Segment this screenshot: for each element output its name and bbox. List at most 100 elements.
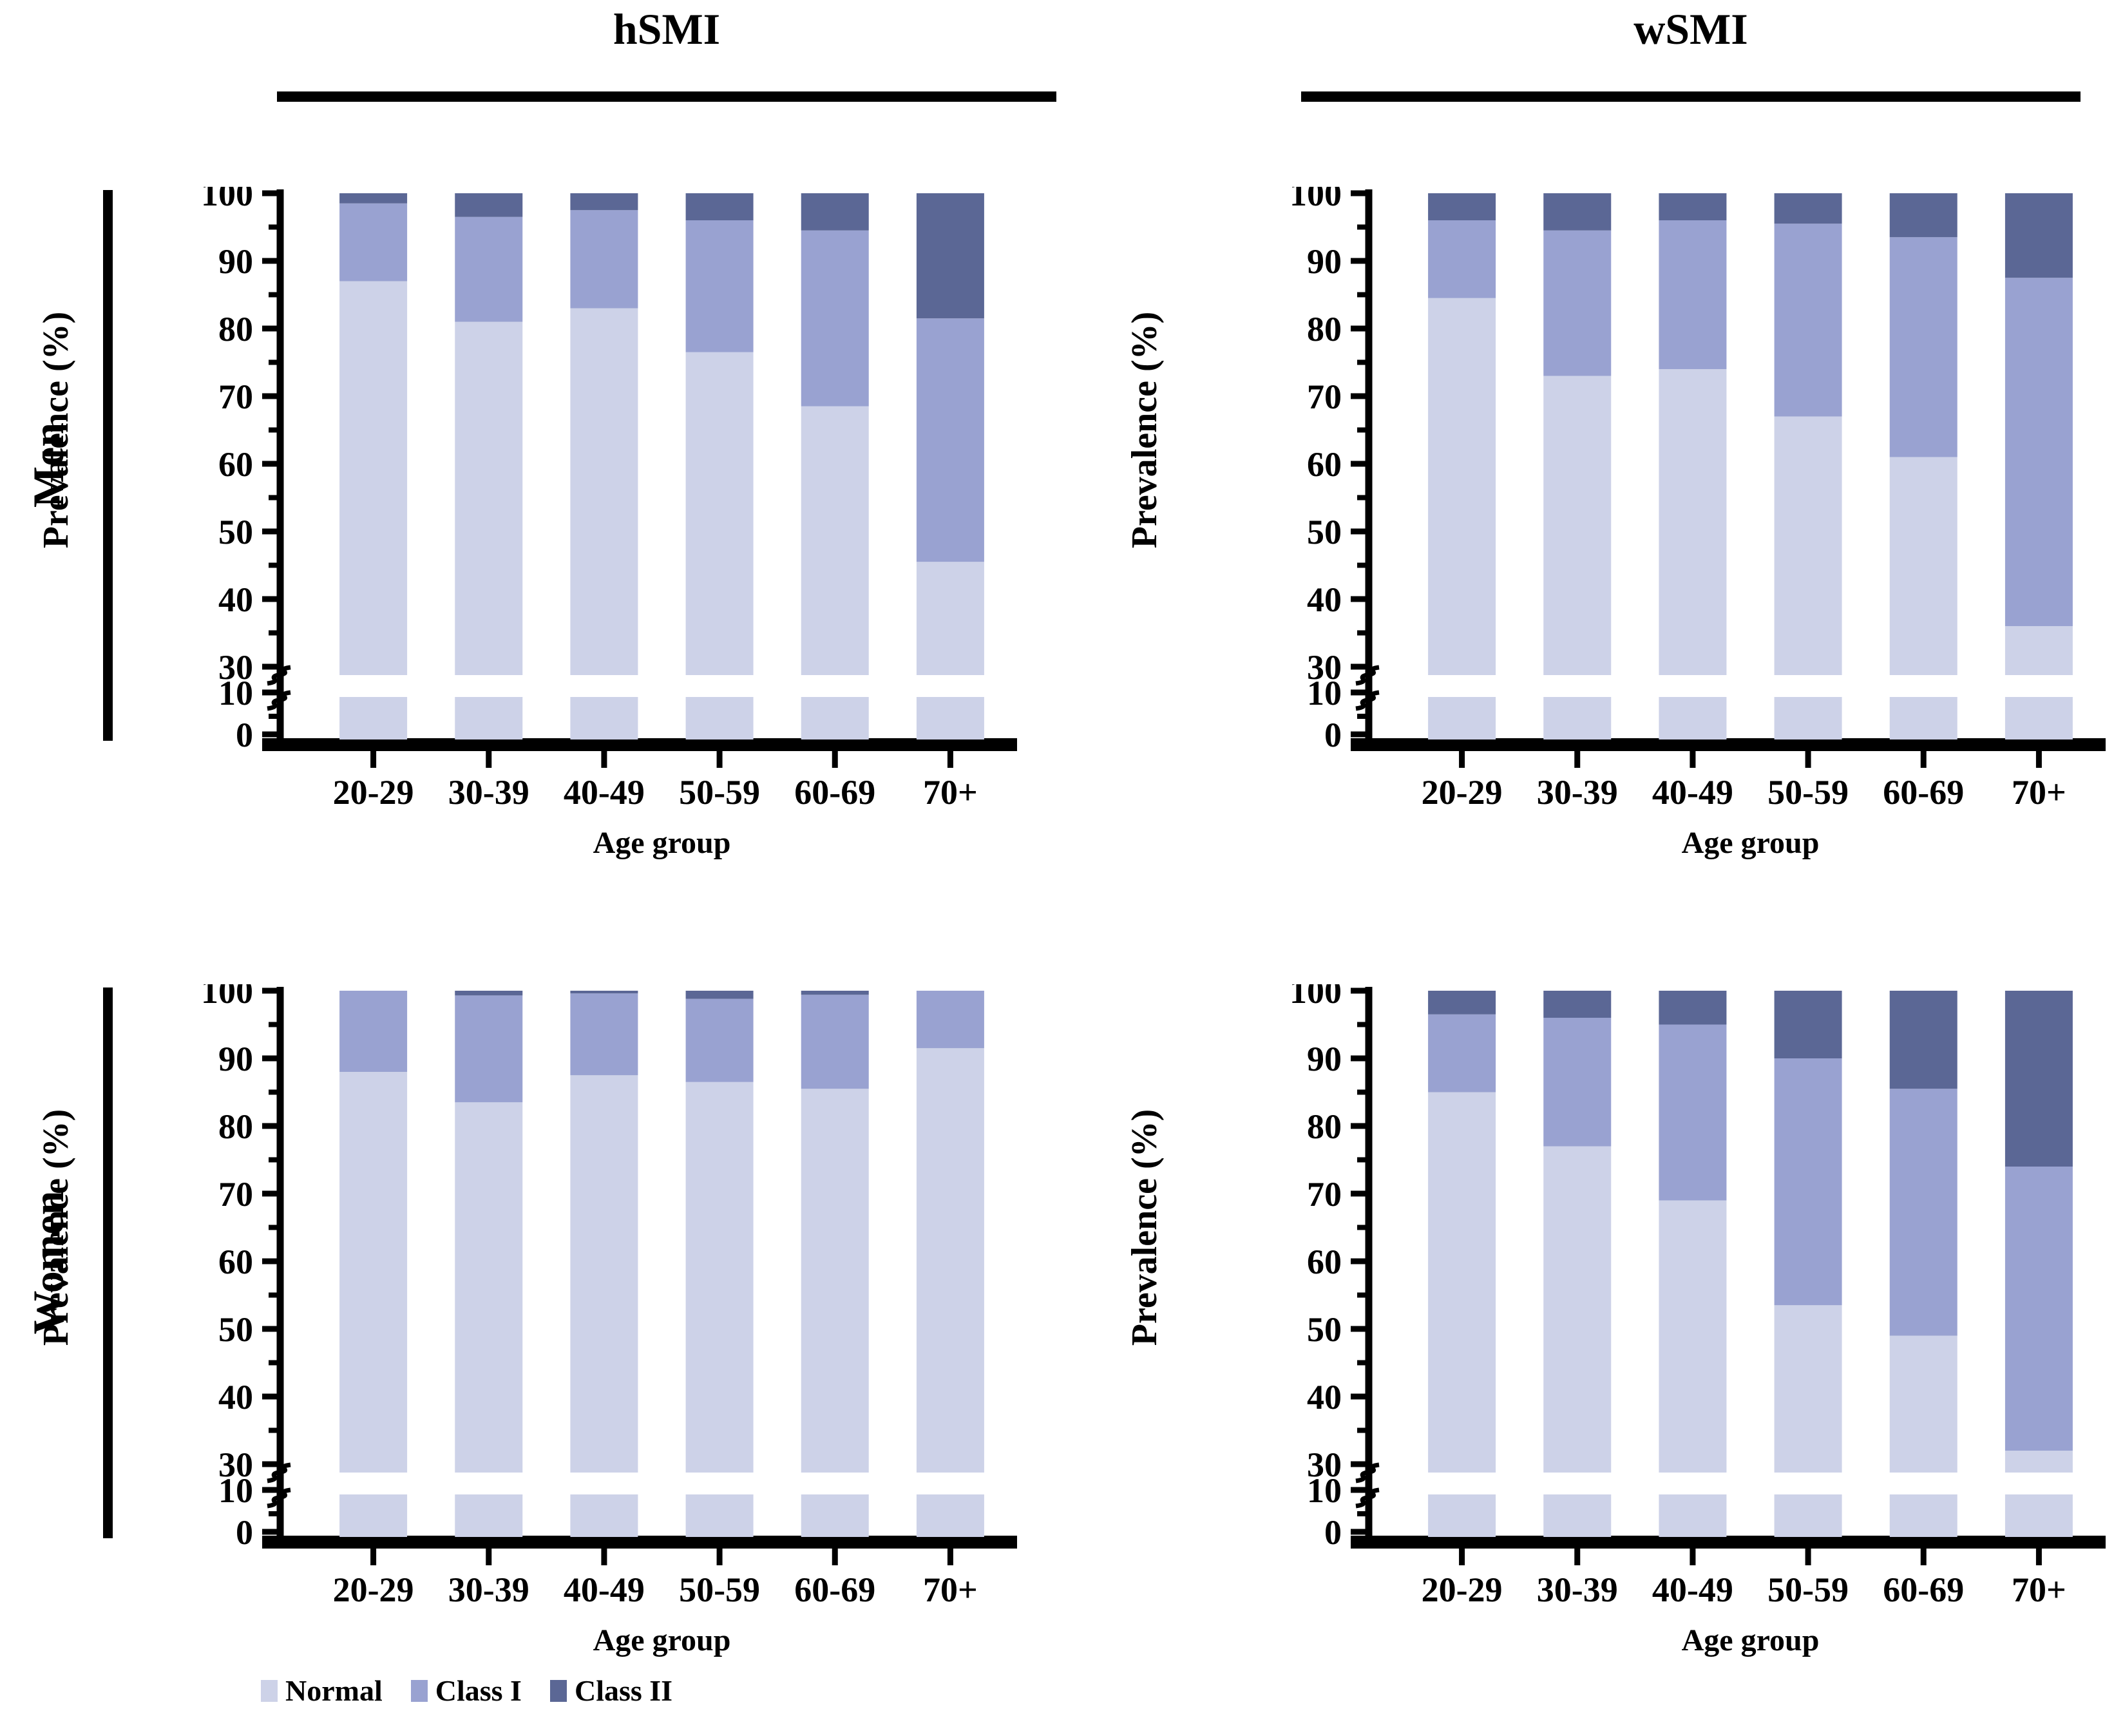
bar-stub-below-break [1428, 1494, 1496, 1537]
y-tick-label: 40 [1307, 580, 1342, 619]
bar-segment-class2 [570, 193, 638, 211]
bar-segment-class1 [916, 318, 984, 562]
bar-segment-class2 [1774, 193, 1842, 224]
y-tick-label: 30 [218, 1445, 253, 1484]
bar-segment-class1 [1659, 1024, 1727, 1201]
bar-stub-below-break [801, 1494, 869, 1537]
y-tick-label: 10 [218, 1471, 253, 1510]
bar-segment-normal [916, 562, 984, 675]
bar-stub-below-break [570, 1494, 638, 1537]
y-tick-label: 40 [1307, 1378, 1342, 1416]
legend-swatch-class2 [549, 1679, 567, 1702]
y-tick-label: 40 [218, 580, 253, 619]
bar-segment-class1 [1889, 1089, 1957, 1336]
bar-segment-class1 [1543, 230, 1612, 376]
x-tick-label: 60-69 [1883, 773, 1964, 812]
x-tick-label: 60-69 [794, 1570, 875, 1609]
bar-segment-normal [455, 321, 523, 675]
bar-segment-class1 [455, 995, 523, 1103]
bar-stub-below-break [1774, 1494, 1842, 1537]
x-tick-label: 60-69 [1883, 1570, 1964, 1609]
x-tick-label: 20-29 [333, 773, 414, 812]
x-tick-label: 50-59 [1767, 773, 1849, 812]
legend-swatch-normal [261, 1679, 278, 1702]
bar-stub-below-break [801, 697, 869, 739]
bar-segment-class1 [1774, 224, 1842, 417]
row-rule-men [103, 190, 113, 741]
column-header-hsmi: hSMI [613, 5, 721, 53]
bar-segment-class2 [339, 193, 408, 204]
y-tick-label: 30 [1307, 648, 1342, 687]
y-tick-label: 0 [1324, 1513, 1342, 1552]
y-tick-label: 90 [218, 1040, 253, 1078]
y-tick-label: 0 [1324, 716, 1342, 754]
y-tick-label: 10 [1307, 674, 1342, 712]
bar-segment-normal [1428, 1092, 1496, 1473]
legend-label-class2: Class II [574, 1674, 673, 1707]
bar-stub-below-break [685, 697, 754, 739]
y-axis-title: Prevalence (%) [36, 312, 76, 548]
y-tick-label: 70 [1307, 1175, 1342, 1214]
bar-segment-class1 [570, 210, 638, 309]
bar-segment-class2 [1889, 193, 1957, 238]
bar-segment-class2 [2004, 991, 2073, 1167]
bar-segment-normal [2004, 626, 2073, 675]
y-tick-label: 10 [1307, 1471, 1342, 1510]
legend-swatch-class1 [410, 1679, 428, 1702]
bar-segment-class2 [916, 193, 984, 319]
bar-segment-class1 [2004, 278, 2073, 626]
bar-segment-class1 [2004, 1167, 2073, 1451]
bar-segment-class1 [1774, 1058, 1842, 1306]
y-tick-label: 0 [236, 1513, 253, 1552]
bar-stub-below-break [916, 1494, 984, 1537]
y-tick-label: 80 [1307, 310, 1342, 348]
y-axis-title: Prevalence (%) [1125, 312, 1165, 548]
y-tick-label: 50 [218, 513, 253, 551]
axis-break-mark [267, 1487, 291, 1509]
legend-item-normal: Normal [261, 1674, 383, 1708]
bar-segment-class1 [801, 230, 869, 406]
bar-stub-below-break [1774, 697, 1842, 739]
bar-segment-class2 [1428, 991, 1496, 1015]
x-tick-label: 40-49 [564, 1570, 645, 1609]
y-tick-label: 80 [218, 1107, 253, 1146]
x-axis-title: Age group [1682, 826, 1820, 860]
x-tick-label: 30-39 [1537, 1570, 1618, 1609]
y-tick-label: 70 [218, 377, 253, 416]
legend-label-normal: Normal [285, 1674, 383, 1707]
x-tick-label: 40-49 [564, 773, 645, 812]
legend-label-class1: Class I [435, 1674, 522, 1707]
bar-segment-class1 [570, 993, 638, 1076]
axis-break-mark [267, 690, 291, 711]
y-tick-label: 100 [201, 984, 253, 1011]
bar-segment-normal [570, 308, 638, 675]
bar-stub-below-break [455, 697, 523, 739]
bar-segment-normal [339, 281, 408, 675]
x-tick-label: 20-29 [333, 1570, 414, 1609]
bar-segment-normal [455, 1102, 523, 1473]
bar-stub-below-break [339, 1494, 408, 1537]
x-tick-label: 70+ [923, 1570, 978, 1609]
y-tick-label: 60 [1307, 1243, 1342, 1281]
axis-break-mark [1355, 1487, 1380, 1509]
bar-segment-class2 [1659, 991, 1727, 1025]
bar-segment-class1 [916, 991, 984, 1049]
bar-segment-normal [916, 1048, 984, 1473]
x-axis-title: Age group [1682, 1623, 1820, 1657]
bar-segment-class2 [801, 193, 869, 231]
y-tick-label: 50 [1307, 1310, 1342, 1349]
bar-segment-class1 [1659, 220, 1727, 369]
y-tick-label: 50 [218, 1310, 253, 1349]
bar-segment-class2 [801, 991, 869, 995]
y-tick-label: 10 [218, 674, 253, 712]
y-tick-label: 80 [1307, 1107, 1342, 1146]
x-tick-label: 50-59 [679, 1570, 760, 1609]
bar-segment-normal [570, 1075, 638, 1473]
bar-stub-below-break [2004, 697, 2073, 739]
x-tick-label: 50-59 [1767, 1570, 1849, 1609]
x-tick-label: 40-49 [1652, 1570, 1733, 1609]
